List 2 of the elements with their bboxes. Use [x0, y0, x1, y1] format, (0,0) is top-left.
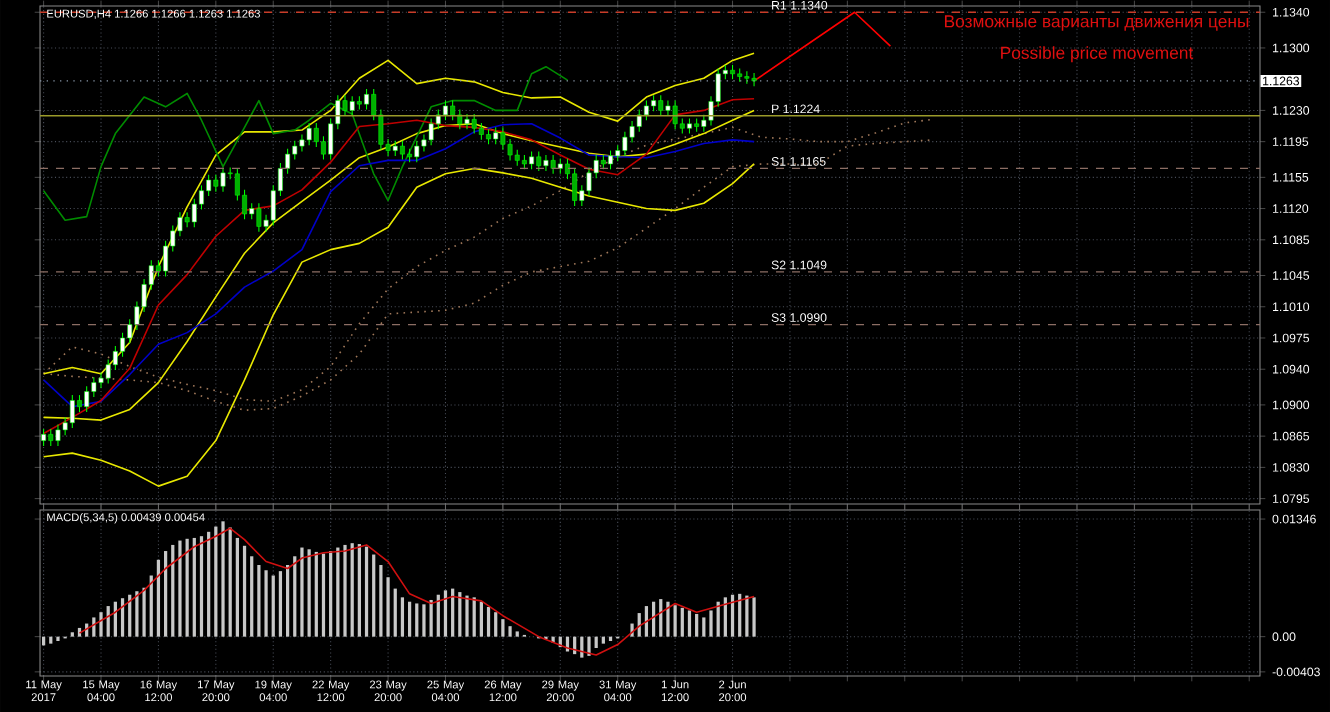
annotation: Possible price movement	[1001, 46, 1194, 63]
annotation: Возможные варианты движения цены	[944, 15, 1249, 31]
